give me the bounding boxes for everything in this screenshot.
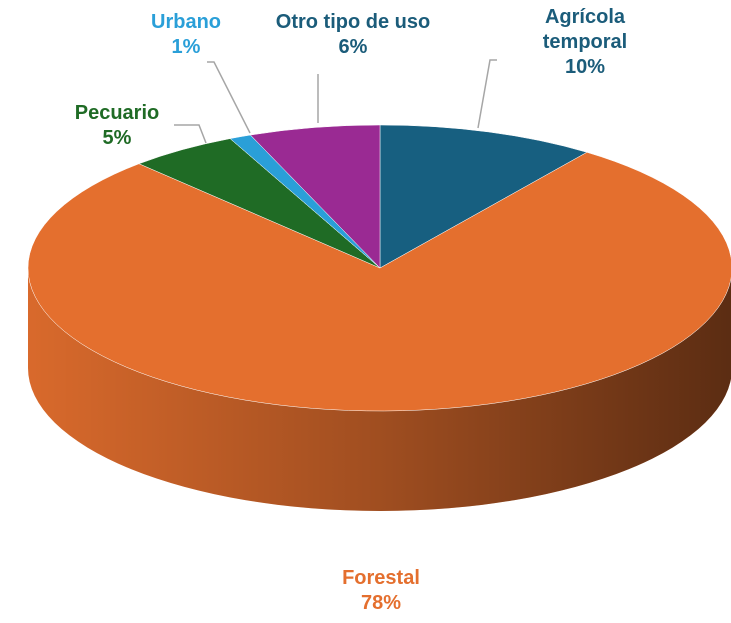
slice-name: Pecuario [74,102,160,124]
data-label: Urbano 1% [126,10,246,60]
data-label: Pecuario 5% [47,101,187,151]
slice-name: Agrícola temporal [542,6,628,53]
data-label: Otro tipo de uso 6% [243,10,463,60]
slice [249,124,381,269]
slice-name: Otro tipo de uso [275,11,431,33]
leader-line [477,59,497,129]
slice-value: 6% [338,36,368,58]
slice-value: 78% [360,592,402,614]
slice-value: 1% [171,36,201,58]
slice [379,124,588,269]
data-label: Agrícola temporal 10% [525,5,645,80]
slice-side-shade [28,268,731,511]
leader-line [174,124,207,144]
slice-value: 5% [102,127,132,149]
slice-value: 10% [564,56,606,78]
leader-line [207,61,251,134]
data-label: Forestal 78% [301,566,461,616]
slice [27,152,731,412]
leader-lines [174,59,497,144]
slice-name: Forestal [342,567,420,589]
slice-name: Urbano [151,11,221,33]
